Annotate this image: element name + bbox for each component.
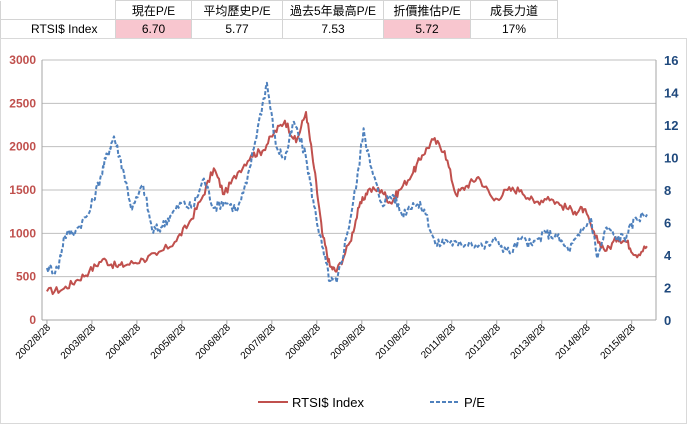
left-tick-label: 1000	[9, 226, 36, 240]
left-tick-label: 3000	[9, 53, 36, 67]
chart-area-border	[0, 38, 687, 424]
summary-header-row: 現在P/E 平均歷史P/E 過去5年最高P/E 折價推估P/E 成長力道	[0, 0, 558, 20]
legend-label: P/E	[464, 395, 485, 410]
gridlines	[41, 59, 657, 321]
right-tick-label: 2	[664, 281, 671, 296]
line-chart: 0 500 1000 1500 2000 2500 3000 0 2 4 6 8 10 12 14 16 2…	[0, 38, 687, 424]
avg-pe-cell: 5.77	[191, 19, 283, 39]
left-tick-label: 2000	[9, 140, 36, 154]
current-pe-cell: 6.70	[115, 19, 192, 39]
discount-pe-cell: 5.72	[383, 19, 471, 39]
max5y-pe-cell: 7.53	[282, 19, 384, 39]
rtsi-index-line	[46, 111, 648, 296]
legend-label: RTSI$ Index	[292, 395, 365, 410]
right-tick-label: 10	[664, 151, 678, 166]
row-label-cell: RTSI$ Index	[0, 19, 116, 39]
header-max5y-pe: 過去5年最高P/E	[282, 0, 384, 20]
left-tick-label: 500	[16, 270, 36, 284]
summary-data-row: RTSI$ Index 6.70 5.77 7.53 5.72 17%	[0, 19, 558, 39]
left-tick-label: 2500	[9, 96, 36, 110]
right-tick-label: 12	[664, 118, 678, 133]
right-tick-label: 0	[664, 313, 671, 328]
pe-line	[45, 81, 648, 284]
right-tick-label: 8	[664, 183, 671, 198]
header-current-pe: 現在P/E	[115, 0, 192, 20]
summary-table: 現在P/E 平均歷史P/E 過去5年最高P/E 折價推估P/E 成長力道 RTS…	[0, 0, 558, 39]
series-lines	[45, 81, 648, 296]
legend: RTSI$ Index P/E	[258, 395, 485, 410]
header-avg-pe: 平均歷史P/E	[191, 0, 283, 20]
header-blank-cell	[0, 0, 116, 20]
right-axis-ticks: 0 2 4 6 8 10 12 14 16	[664, 53, 679, 328]
right-tick-label: 16	[664, 53, 678, 68]
header-discount-pe: 折價推估P/E	[383, 0, 471, 20]
right-tick-label: 6	[664, 216, 671, 231]
right-tick-label: 14	[664, 86, 679, 101]
growth-cell: 17%	[470, 19, 558, 39]
right-tick-label: 4	[664, 248, 672, 263]
left-tick-label: 0	[29, 313, 36, 327]
left-axis-ticks: 0 500 1000 1500 2000 2500 3000	[9, 53, 36, 327]
header-growth: 成長力道	[470, 0, 558, 20]
left-tick-label: 1500	[9, 183, 36, 197]
